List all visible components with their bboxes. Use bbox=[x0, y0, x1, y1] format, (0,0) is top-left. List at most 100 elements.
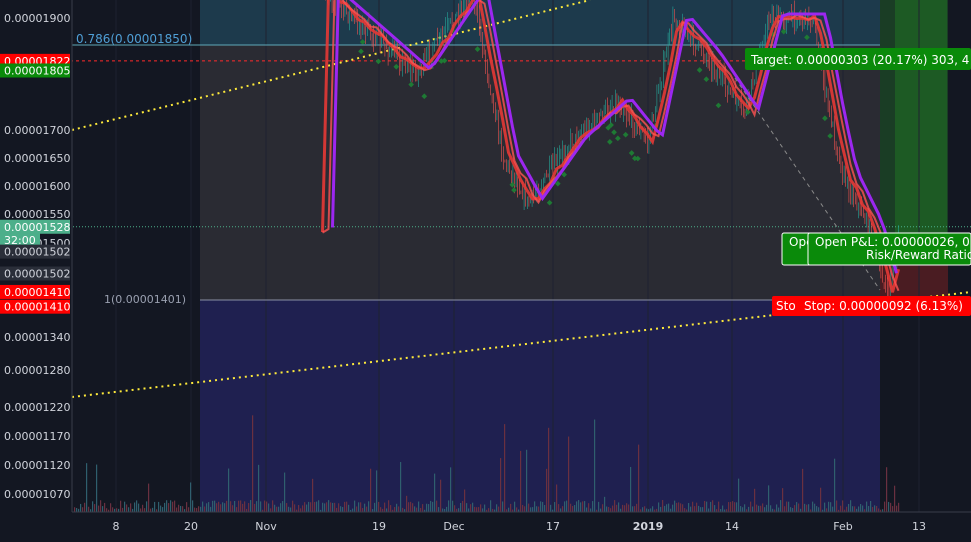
target-label[interactable]: Target: 0.00000303 (20.17%) 303, 4 bbox=[745, 48, 971, 70]
volume-bar-394 bbox=[862, 505, 864, 512]
volume-bar-269 bbox=[612, 505, 614, 512]
volume-bar-101 bbox=[276, 506, 278, 512]
volume-bar-235 bbox=[544, 505, 546, 512]
volume-bar-301 bbox=[676, 502, 678, 512]
volume-bar-98 bbox=[270, 508, 272, 512]
volume-bar-62 bbox=[198, 506, 200, 512]
volume-bar-318 bbox=[710, 501, 712, 512]
volume-bar-103 bbox=[280, 503, 282, 512]
stop-label-truncated: Sto bbox=[776, 299, 796, 313]
trendline-lower bbox=[71, 291, 971, 398]
signal-dot-20 bbox=[607, 139, 613, 145]
volume-bar-261 bbox=[596, 509, 598, 512]
volume-bar-392 bbox=[858, 506, 860, 512]
volume-bar-35 bbox=[144, 508, 146, 512]
volume-bar-50 bbox=[174, 500, 176, 512]
time-tick-4: Dec bbox=[443, 520, 464, 533]
volume-bar-208 bbox=[490, 500, 492, 512]
volume-bar-389 bbox=[852, 506, 854, 512]
volume-bar-324 bbox=[722, 505, 724, 512]
volume-bar-68 bbox=[210, 506, 212, 512]
volume-bar-297 bbox=[668, 503, 670, 512]
signal-dot-12 bbox=[615, 135, 621, 142]
volume-bar-197 bbox=[468, 508, 470, 512]
volume-bar-185 bbox=[444, 508, 446, 512]
volume-bar-191 bbox=[456, 508, 458, 512]
volume-bar-376 bbox=[826, 508, 828, 512]
signal-dot-24 bbox=[605, 124, 612, 131]
volume-bars bbox=[74, 415, 900, 512]
volume-bar-368 bbox=[810, 509, 812, 512]
volume-bar-329 bbox=[732, 501, 734, 512]
signal-dot-14 bbox=[421, 93, 428, 100]
volume-bar-272 bbox=[618, 502, 620, 512]
signal-dot-32 bbox=[554, 180, 561, 187]
volume-bar-310 bbox=[694, 506, 696, 512]
volume-bar-78 bbox=[230, 501, 232, 512]
volume-bar-326 bbox=[726, 509, 728, 512]
stop-label[interactable]: Sto Stop: 0.00000092 (6.13%) bbox=[772, 296, 971, 316]
volume-bar-196 bbox=[466, 503, 468, 512]
volume-bar-335 bbox=[744, 504, 746, 512]
volume-bar-352 bbox=[778, 507, 780, 512]
volume-bar-219 bbox=[512, 509, 514, 512]
volume-bar-288 bbox=[650, 508, 652, 512]
price-tag-5: 0.00001502 bbox=[4, 268, 70, 281]
signal-dot-3 bbox=[393, 63, 400, 70]
volume-bar-336 bbox=[746, 509, 748, 512]
volume-bar-341 bbox=[756, 504, 758, 512]
volume-bar-189 bbox=[452, 500, 454, 512]
volume-bar-330 bbox=[734, 502, 736, 512]
volume-bar-363 bbox=[800, 508, 802, 512]
volume-bar-15 bbox=[104, 502, 106, 512]
volume-bar-199 bbox=[472, 502, 474, 512]
signal-dot-18 bbox=[804, 34, 810, 41]
pnl-label[interactable]: Ope Open P&L: 0.00000026, 0 Risk/Reward … bbox=[781, 232, 971, 266]
volume-bar-172 bbox=[418, 501, 420, 512]
volume-bar-94 bbox=[262, 509, 264, 512]
volume-bar-306 bbox=[686, 509, 688, 512]
volume-bar-166 bbox=[406, 495, 408, 512]
volume-bar-275 bbox=[624, 505, 626, 512]
volume-bar-328 bbox=[730, 501, 732, 512]
volume-bar-30 bbox=[134, 502, 136, 512]
volume-bar-100 bbox=[274, 504, 276, 512]
volume-bar-146 bbox=[366, 506, 368, 512]
volume-bar-281 bbox=[636, 503, 638, 512]
volume-bar-396 bbox=[866, 501, 868, 512]
volume-bar-203 bbox=[480, 504, 482, 512]
volume-bar-407 bbox=[888, 501, 890, 512]
volume-bar-154 bbox=[382, 508, 384, 512]
volume-bar-232 bbox=[538, 506, 540, 512]
volume-bar-86 bbox=[246, 508, 248, 512]
volume-bar-287 bbox=[648, 509, 650, 512]
volume-bar-36 bbox=[146, 501, 148, 512]
volume-bar-176 bbox=[426, 503, 428, 512]
volume-bar-27 bbox=[128, 507, 130, 512]
volume-bar-113 bbox=[300, 508, 302, 512]
volume-bar-99 bbox=[272, 500, 274, 512]
volume-bar-253 bbox=[580, 502, 582, 512]
volume-bar-167 bbox=[408, 502, 410, 512]
volume-bar-397 bbox=[868, 506, 870, 512]
volume-bar-138 bbox=[350, 509, 352, 512]
volume-bar-174 bbox=[422, 504, 424, 512]
volume-bar-378 bbox=[830, 502, 832, 512]
volume-bar-178 bbox=[430, 500, 432, 512]
volume-bar-29 bbox=[132, 508, 134, 512]
volume-bar-106 bbox=[286, 503, 288, 512]
volume-bar-216 bbox=[506, 509, 508, 512]
volume-bar-32 bbox=[138, 503, 140, 512]
price-tags: 0.000018220.000018050.0000152832:000.000… bbox=[0, 53, 70, 314]
volume-bar-257 bbox=[588, 503, 590, 512]
volume-bar-39 bbox=[152, 507, 154, 512]
volume-bar-398 bbox=[870, 500, 872, 512]
price-tick-9: 0.00001170 bbox=[4, 430, 70, 443]
time-axis[interactable]: 8 20 Nov 19 Dec 17 2019 14 Feb 13 bbox=[113, 520, 927, 533]
volume-bar-210 bbox=[494, 509, 496, 512]
volume-bar-123 bbox=[320, 509, 322, 512]
volume-bar-14 bbox=[102, 506, 104, 512]
price-tick-3: 0.00001600 bbox=[4, 180, 70, 193]
